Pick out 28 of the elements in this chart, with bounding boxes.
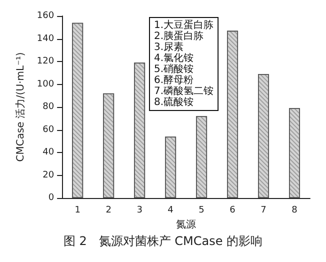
x-tick-label: 7: [260, 206, 266, 216]
x-tick-label: 4: [168, 206, 174, 216]
x-tick-label: 5: [198, 206, 204, 216]
y-tick-label: 60: [42, 124, 54, 135]
annotation: 5.硝酸铵: [154, 63, 194, 75]
x-tick-label: 8: [292, 206, 298, 216]
y-tick-label: 40: [42, 148, 54, 158]
annotation: 6.酵母粉: [154, 74, 194, 86]
annotation: 4.氯化铵: [154, 52, 194, 64]
annotation: 2.胰蛋白胨: [154, 30, 204, 42]
annotation: 3.尿素: [154, 41, 184, 53]
y-tick-label: 100: [36, 79, 54, 90]
y-tick-label: 140: [36, 34, 54, 44]
annotation: 1.大豆蛋白胨: [154, 19, 214, 31]
x-tick-label: 1: [74, 206, 80, 216]
y-tick-label: 20: [42, 170, 54, 180]
y-tick-label: 0: [48, 193, 54, 203]
text: 图 2 氮源对菌株产 CMCase 的影响: [63, 234, 263, 248]
y-tick-label: 80: [42, 102, 54, 112]
x-axis-title: 氮源: [176, 218, 196, 230]
x-tick-label: 3: [136, 206, 142, 216]
y-axis-title: CMCase 活力/(U·mL⁻¹): [14, 52, 26, 162]
x-tick-label: 6: [230, 206, 236, 216]
annotation: 7.磷酸氢二铵: [154, 85, 214, 97]
y-tick-label: 120: [36, 56, 54, 66]
y-tick-label: 160: [36, 11, 54, 21]
annotation: 8.硫酸铵: [154, 96, 194, 108]
x-tick-label: 2: [106, 206, 112, 216]
